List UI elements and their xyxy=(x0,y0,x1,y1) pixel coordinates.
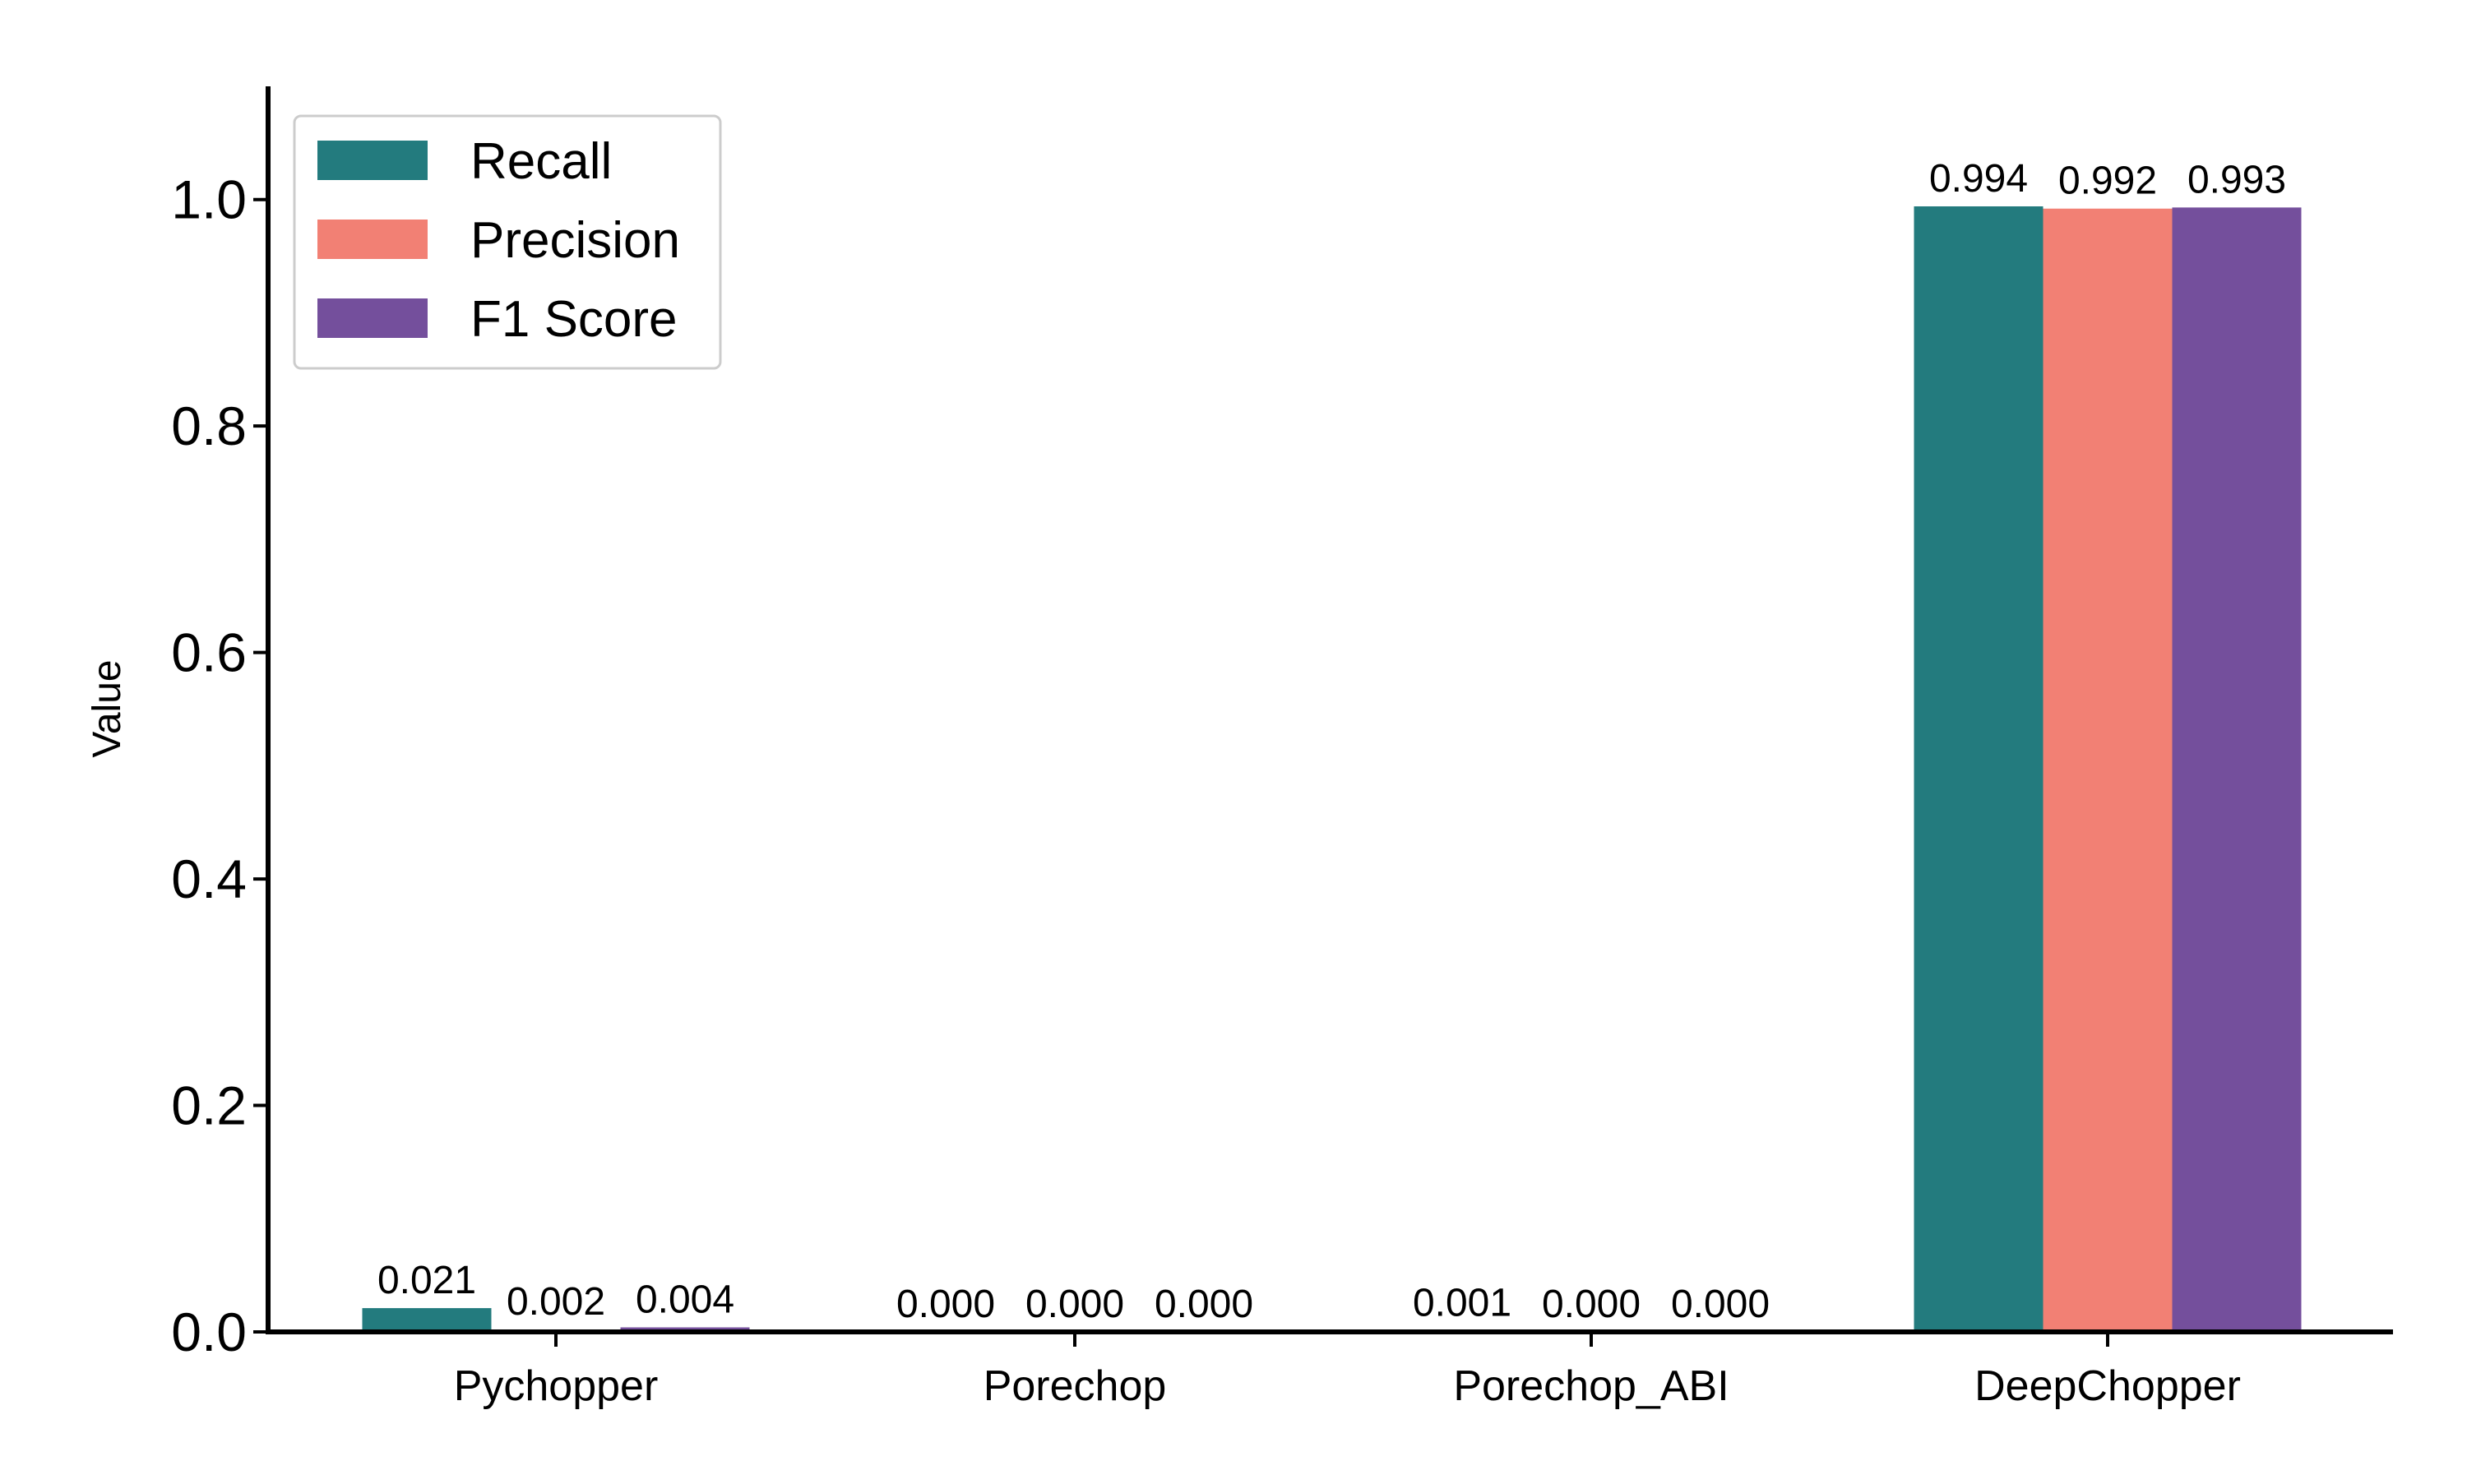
bar-recall-pychopper xyxy=(362,1308,492,1332)
y-tick-label: 0.4 xyxy=(171,848,247,909)
x-tick-label-pychopper: Pychopper xyxy=(454,1362,659,1410)
legend: Recall Precision F1 Score xyxy=(293,114,722,370)
data-label-f1-score-deepchopper: 0.993 xyxy=(2187,158,2286,201)
data-label-f1-score-pychopper: 0.004 xyxy=(636,1278,734,1321)
data-label-recall-porechop: 0.000 xyxy=(896,1283,995,1326)
y-tick-label: 0.6 xyxy=(171,622,247,683)
bar-f1-score-deepchopper xyxy=(2172,207,2302,1333)
legend-label-recall: Recall xyxy=(470,133,612,190)
y-tick-label: 0.2 xyxy=(171,1075,247,1136)
y-tick-label: 0.0 xyxy=(171,1301,247,1362)
x-tick-label-porechop-abi: Porechop_ABI xyxy=(1453,1362,1729,1410)
data-label-recall-deepchopper: 0.994 xyxy=(1929,157,2028,201)
data-label-f1-score-porechop-abi: 0.000 xyxy=(1671,1283,1770,1326)
axes-layer: 0.0 0.2 0.4 0.6 0.8 1.0 Pychopper Porechop Porec… xyxy=(171,86,2393,1410)
bars-layer xyxy=(362,206,2302,1333)
data-label-precision-porechop: 0.000 xyxy=(1025,1283,1124,1326)
data-label-precision-deepchopper: 0.992 xyxy=(2058,159,2157,203)
data-label-precision-pychopper: 0.002 xyxy=(507,1280,605,1324)
data-label-recall-pychopper: 0.021 xyxy=(377,1259,476,1302)
legend-swatch-recall xyxy=(317,141,428,180)
data-label-precision-porechop-abi: 0.000 xyxy=(1542,1283,1641,1326)
legend-swatch-f1-score xyxy=(317,298,428,338)
legend-label-precision: Precision xyxy=(470,212,680,269)
y-tick-label: 1.0 xyxy=(171,169,247,230)
data-label-recall-porechop-abi: 0.001 xyxy=(1413,1282,1511,1325)
x-tick-label-porechop: Porechop xyxy=(984,1362,1167,1410)
x-tick-label-deepchopper: DeepChopper xyxy=(1974,1362,2241,1410)
y-axis-label: Value xyxy=(86,659,129,757)
legend-label-f1-score: F1 Score xyxy=(470,291,678,348)
y-tick-label: 0.8 xyxy=(171,395,247,456)
data-label-f1-score-porechop: 0.000 xyxy=(1155,1283,1253,1326)
bar-recall-deepchopper xyxy=(1914,206,2043,1332)
legend-swatch-precision xyxy=(317,220,428,259)
bar-precision-deepchopper xyxy=(2043,208,2173,1332)
data-labels-layer: 0.021 0.002 0.004 0.000 0.000 0.000 0.001 0.000… xyxy=(377,157,2286,1326)
